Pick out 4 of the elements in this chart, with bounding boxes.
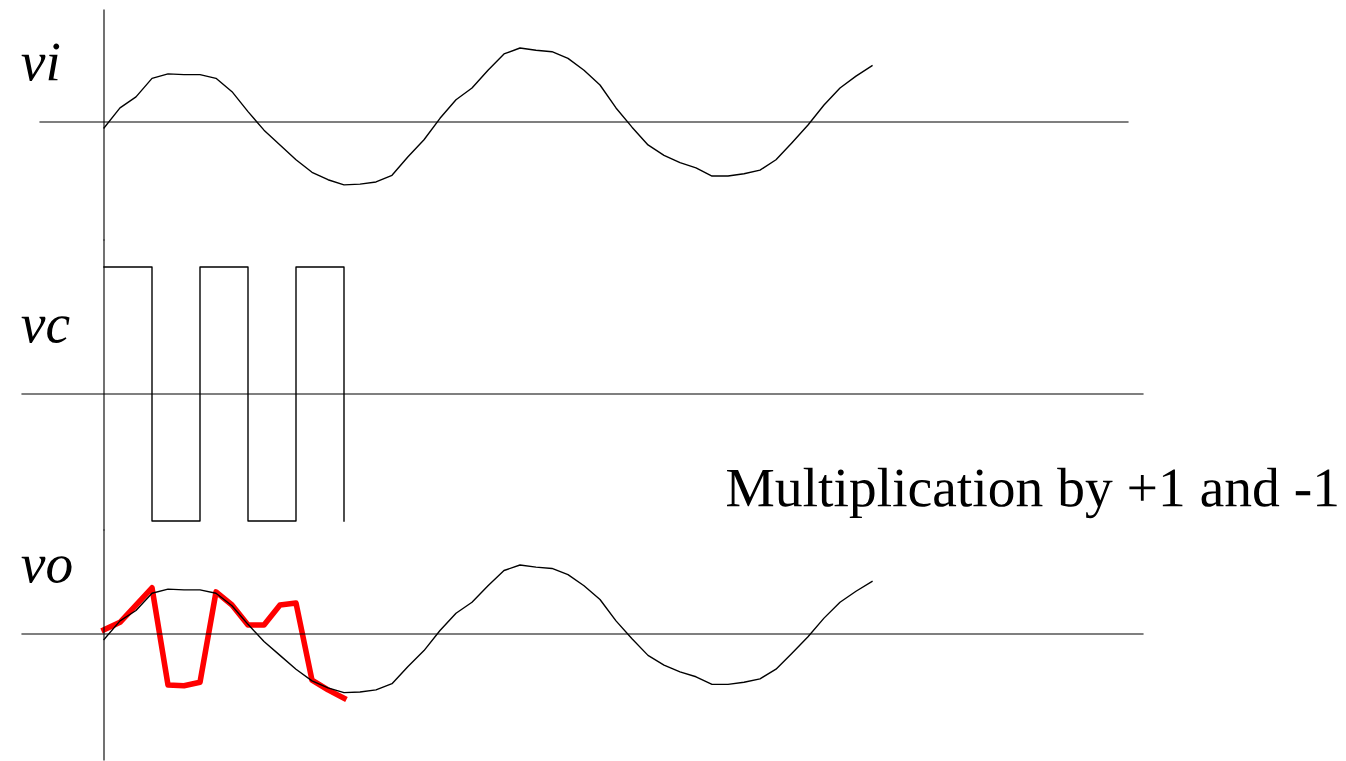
y-axis-title: vc: [21, 316, 70, 343]
y-axis-title: vo: [21, 556, 72, 583]
y-axis-title: vi: [21, 43, 60, 81]
annotation: Multiplication by +1 and -1: [727, 467, 1337, 519]
